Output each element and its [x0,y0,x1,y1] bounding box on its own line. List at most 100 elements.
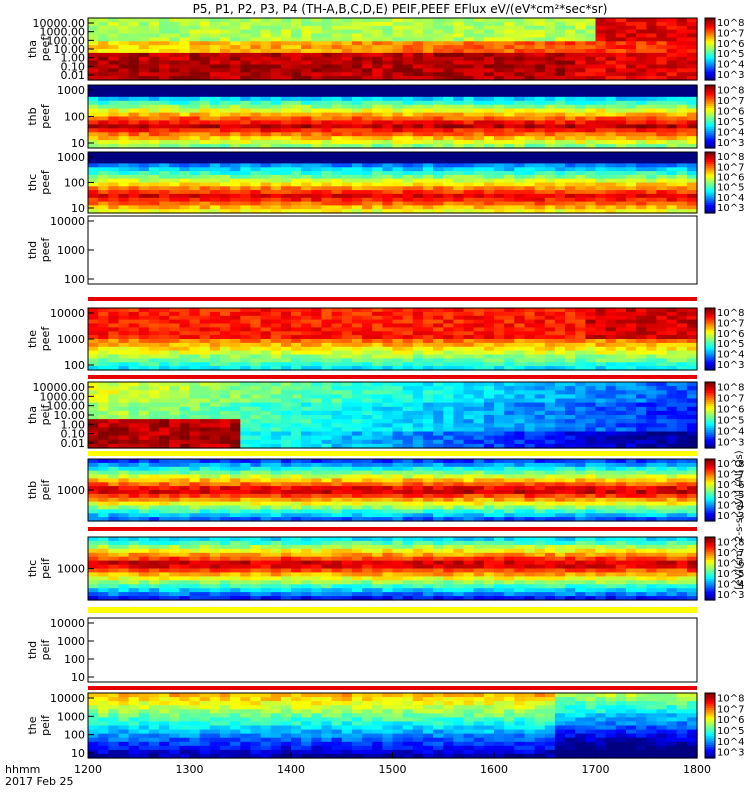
heat-cell [159,92,170,98]
heat-cell [250,209,262,214]
heat-cell [159,85,170,90]
heat-cell [422,56,434,62]
heat-cell [402,163,414,168]
colorbar-cell [705,184,715,188]
heat-cell [585,197,597,203]
heat-cell [686,116,698,121]
heat-cell [575,60,586,66]
heat-cell [331,415,343,420]
heat-cell [524,29,536,35]
heat-cell [605,85,617,90]
heat-cell [118,33,130,38]
heat-cell [169,108,180,114]
heat-cell [331,112,343,118]
heat-cell [108,136,120,141]
heat-cell [585,96,597,102]
heat-cell [148,350,160,356]
heat-cell [554,415,566,420]
heat-cell [351,415,363,420]
heat-cell [483,197,495,203]
heat-cell [595,104,607,110]
colorbar-cell [705,133,715,136]
heat-cell [554,327,566,332]
heat-cell [98,406,109,412]
heat-cell [311,362,323,367]
heat-cell [331,319,343,325]
heat-cell [595,342,607,348]
heat-cell [686,402,698,408]
heat-cell [270,406,282,412]
heat-cell [686,197,698,203]
heat-cell [351,41,363,46]
heat-cell [575,29,586,35]
heat-cell [148,394,160,400]
heat-cell [341,152,353,157]
heat-cell [433,386,444,391]
heat-cell [544,104,556,110]
heat-cell [240,201,252,206]
heat-cell [412,88,424,94]
heat-cell [199,116,211,121]
heat-cell [88,140,99,145]
heat-cell [554,209,566,214]
heat-cell [534,152,546,157]
heat-cell [98,431,109,437]
heat-cell [128,435,140,441]
heat-cell [412,45,424,50]
colorbar-cell [705,44,715,48]
heat-cell [636,201,647,206]
heat-cell [494,358,505,363]
heat-cell [98,41,109,46]
heat-cell [331,41,343,46]
heat-cell [321,104,333,110]
heat-cell [524,120,536,125]
heat-cell [565,406,576,412]
heat-cell [666,197,678,203]
heat-cell [230,366,241,371]
heat-cell [504,25,515,31]
heat-cell [260,362,272,367]
heat-cell [179,342,191,348]
heat-cell [463,120,475,125]
heat-cell [483,205,495,210]
heat-cell [138,132,150,137]
heat-cell [666,49,678,54]
heat-cell [443,366,455,371]
heat-cell [341,132,353,137]
heat-cell [230,52,241,58]
heat-cell [382,85,394,90]
heat-cell [402,100,414,106]
heat-cell [392,431,404,437]
heat-cell [270,386,282,391]
heat-cell [443,21,455,27]
heat-cell [412,25,424,31]
heat-cell [138,366,150,371]
heat-cell [169,163,180,168]
heat-cell [341,68,353,73]
heat-cell [504,112,515,118]
heat-cell [443,45,455,50]
heat-cell [422,193,434,199]
heat-cell [626,60,637,66]
heat-cell [88,406,99,412]
heat-cell [88,311,99,317]
heat-cell [656,68,668,73]
heat-cell [504,431,515,437]
heat-cell [230,60,241,66]
heat-cell [250,112,262,118]
heat-cell [453,159,465,164]
heat-cell [260,427,272,433]
heat-cell [544,100,556,106]
heat-cell [230,308,241,313]
heat-cell [412,104,424,110]
heat-cell [585,394,597,400]
heat-cell [138,171,150,176]
heat-cell [402,197,414,203]
heat-cell [199,319,211,325]
heat-cell [331,346,343,352]
heat-cell [341,21,353,27]
heat-cell [230,406,241,412]
heat-cell [504,92,515,98]
heat-cell [220,311,231,317]
heat-cell [565,45,576,50]
